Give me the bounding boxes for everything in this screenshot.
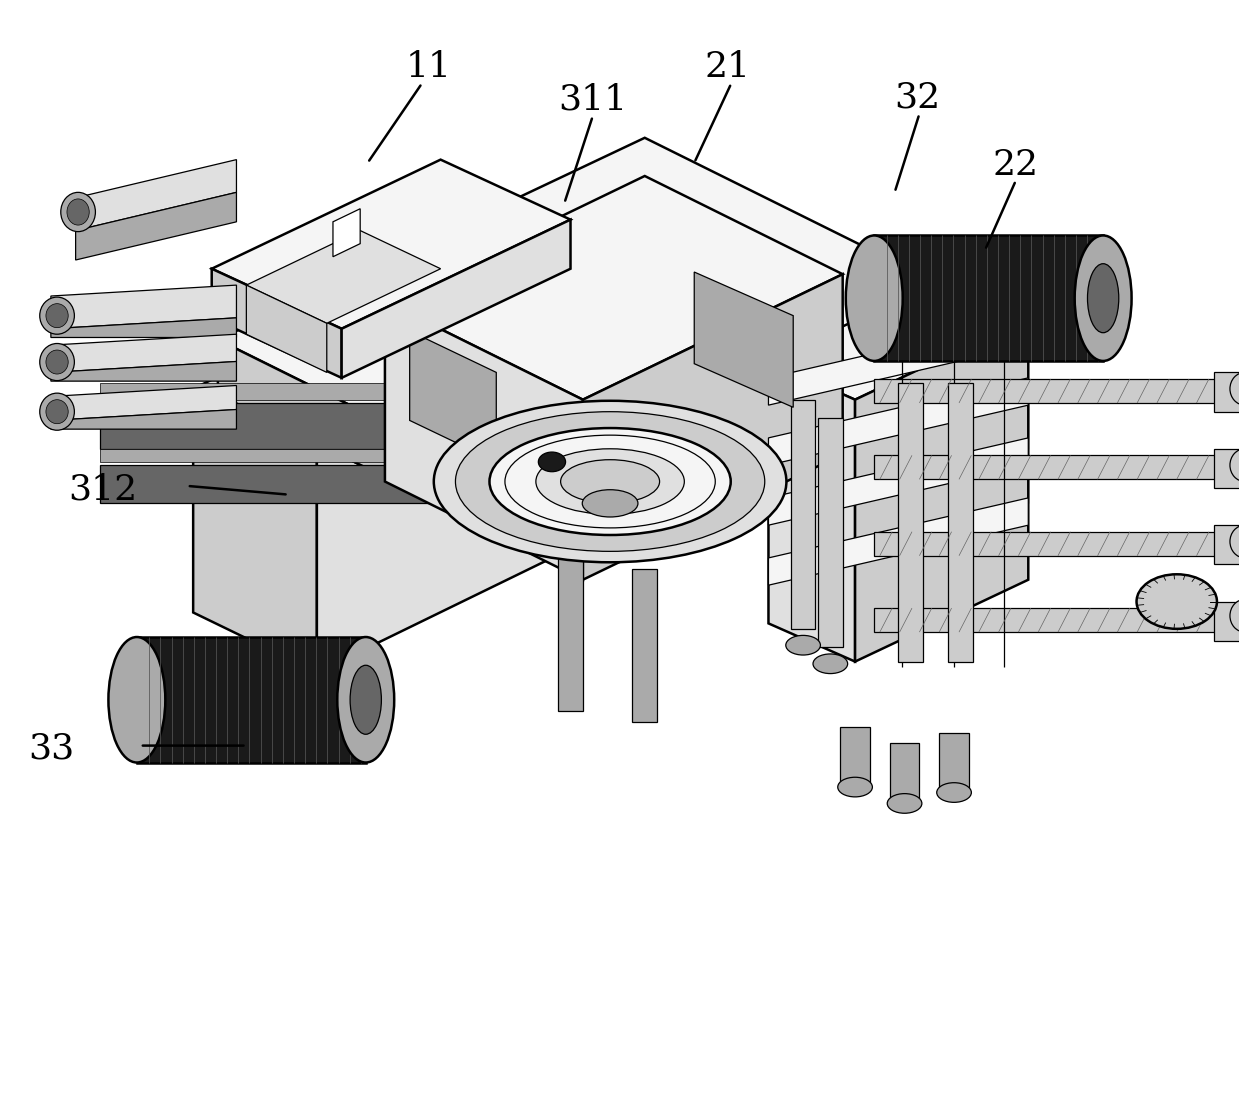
Polygon shape [409,331,496,462]
Polygon shape [51,361,237,381]
Polygon shape [769,361,856,662]
Ellipse shape [350,665,382,734]
Ellipse shape [536,449,684,514]
Text: 33: 33 [27,732,74,766]
Polygon shape [769,318,1028,405]
Polygon shape [51,385,237,420]
Ellipse shape [490,428,730,535]
Polygon shape [218,193,941,542]
Polygon shape [136,637,366,763]
Polygon shape [51,334,237,372]
Polygon shape [856,318,1028,662]
Polygon shape [769,438,1028,525]
Polygon shape [212,269,342,377]
Ellipse shape [505,435,715,528]
Polygon shape [51,409,237,429]
Polygon shape [100,403,1028,449]
Polygon shape [583,275,843,580]
Polygon shape [515,286,941,542]
Ellipse shape [434,400,786,562]
Text: 11: 11 [405,50,451,84]
Polygon shape [874,532,1240,556]
Ellipse shape [67,199,89,225]
Polygon shape [874,608,1240,632]
Polygon shape [334,209,360,257]
Polygon shape [76,193,237,260]
Polygon shape [384,302,583,580]
Ellipse shape [936,782,971,802]
Polygon shape [100,383,1028,399]
Polygon shape [342,220,570,377]
Polygon shape [769,498,1028,585]
Polygon shape [769,377,1028,465]
Ellipse shape [888,793,921,813]
Polygon shape [1214,525,1240,565]
Polygon shape [100,449,1028,462]
Polygon shape [939,733,968,792]
Ellipse shape [46,304,68,328]
Ellipse shape [108,637,165,763]
Ellipse shape [337,637,394,763]
Ellipse shape [1230,525,1240,558]
Polygon shape [384,176,843,399]
Polygon shape [841,728,870,787]
Polygon shape [212,160,570,329]
Polygon shape [791,399,816,629]
Ellipse shape [40,344,74,381]
Polygon shape [1214,602,1240,641]
Ellipse shape [538,452,565,472]
Polygon shape [558,552,583,711]
Polygon shape [890,744,919,803]
Polygon shape [874,379,1240,403]
Ellipse shape [583,490,637,517]
Text: 22: 22 [993,148,1039,182]
Polygon shape [51,286,237,329]
Ellipse shape [1075,235,1132,361]
Polygon shape [769,280,1028,399]
Ellipse shape [1137,574,1216,629]
Ellipse shape [40,393,74,430]
Polygon shape [100,465,1028,503]
Polygon shape [1214,449,1240,488]
Ellipse shape [560,459,660,503]
Polygon shape [193,388,317,673]
Ellipse shape [46,350,68,374]
Polygon shape [874,455,1240,479]
Polygon shape [1214,372,1240,411]
Ellipse shape [786,636,821,655]
Ellipse shape [1230,600,1240,632]
Polygon shape [193,275,552,449]
Ellipse shape [846,235,903,361]
Polygon shape [247,231,440,324]
Polygon shape [694,272,794,407]
Ellipse shape [455,411,765,551]
Polygon shape [51,318,237,337]
Ellipse shape [813,654,848,674]
Polygon shape [317,334,552,673]
Ellipse shape [838,777,873,796]
Text: 21: 21 [704,50,750,84]
Ellipse shape [40,298,74,334]
Polygon shape [218,339,515,542]
Ellipse shape [1230,372,1240,405]
Polygon shape [947,383,972,662]
Ellipse shape [61,193,95,232]
Polygon shape [874,235,1104,361]
Polygon shape [247,286,327,372]
Polygon shape [76,160,237,231]
Polygon shape [818,418,843,648]
Ellipse shape [46,399,68,423]
Text: 312: 312 [68,473,138,507]
Text: 32: 32 [894,81,940,115]
Polygon shape [218,138,941,487]
Text: 311: 311 [558,83,627,117]
Polygon shape [632,569,657,722]
Polygon shape [898,383,923,662]
Ellipse shape [1087,264,1118,333]
Ellipse shape [1230,449,1240,481]
